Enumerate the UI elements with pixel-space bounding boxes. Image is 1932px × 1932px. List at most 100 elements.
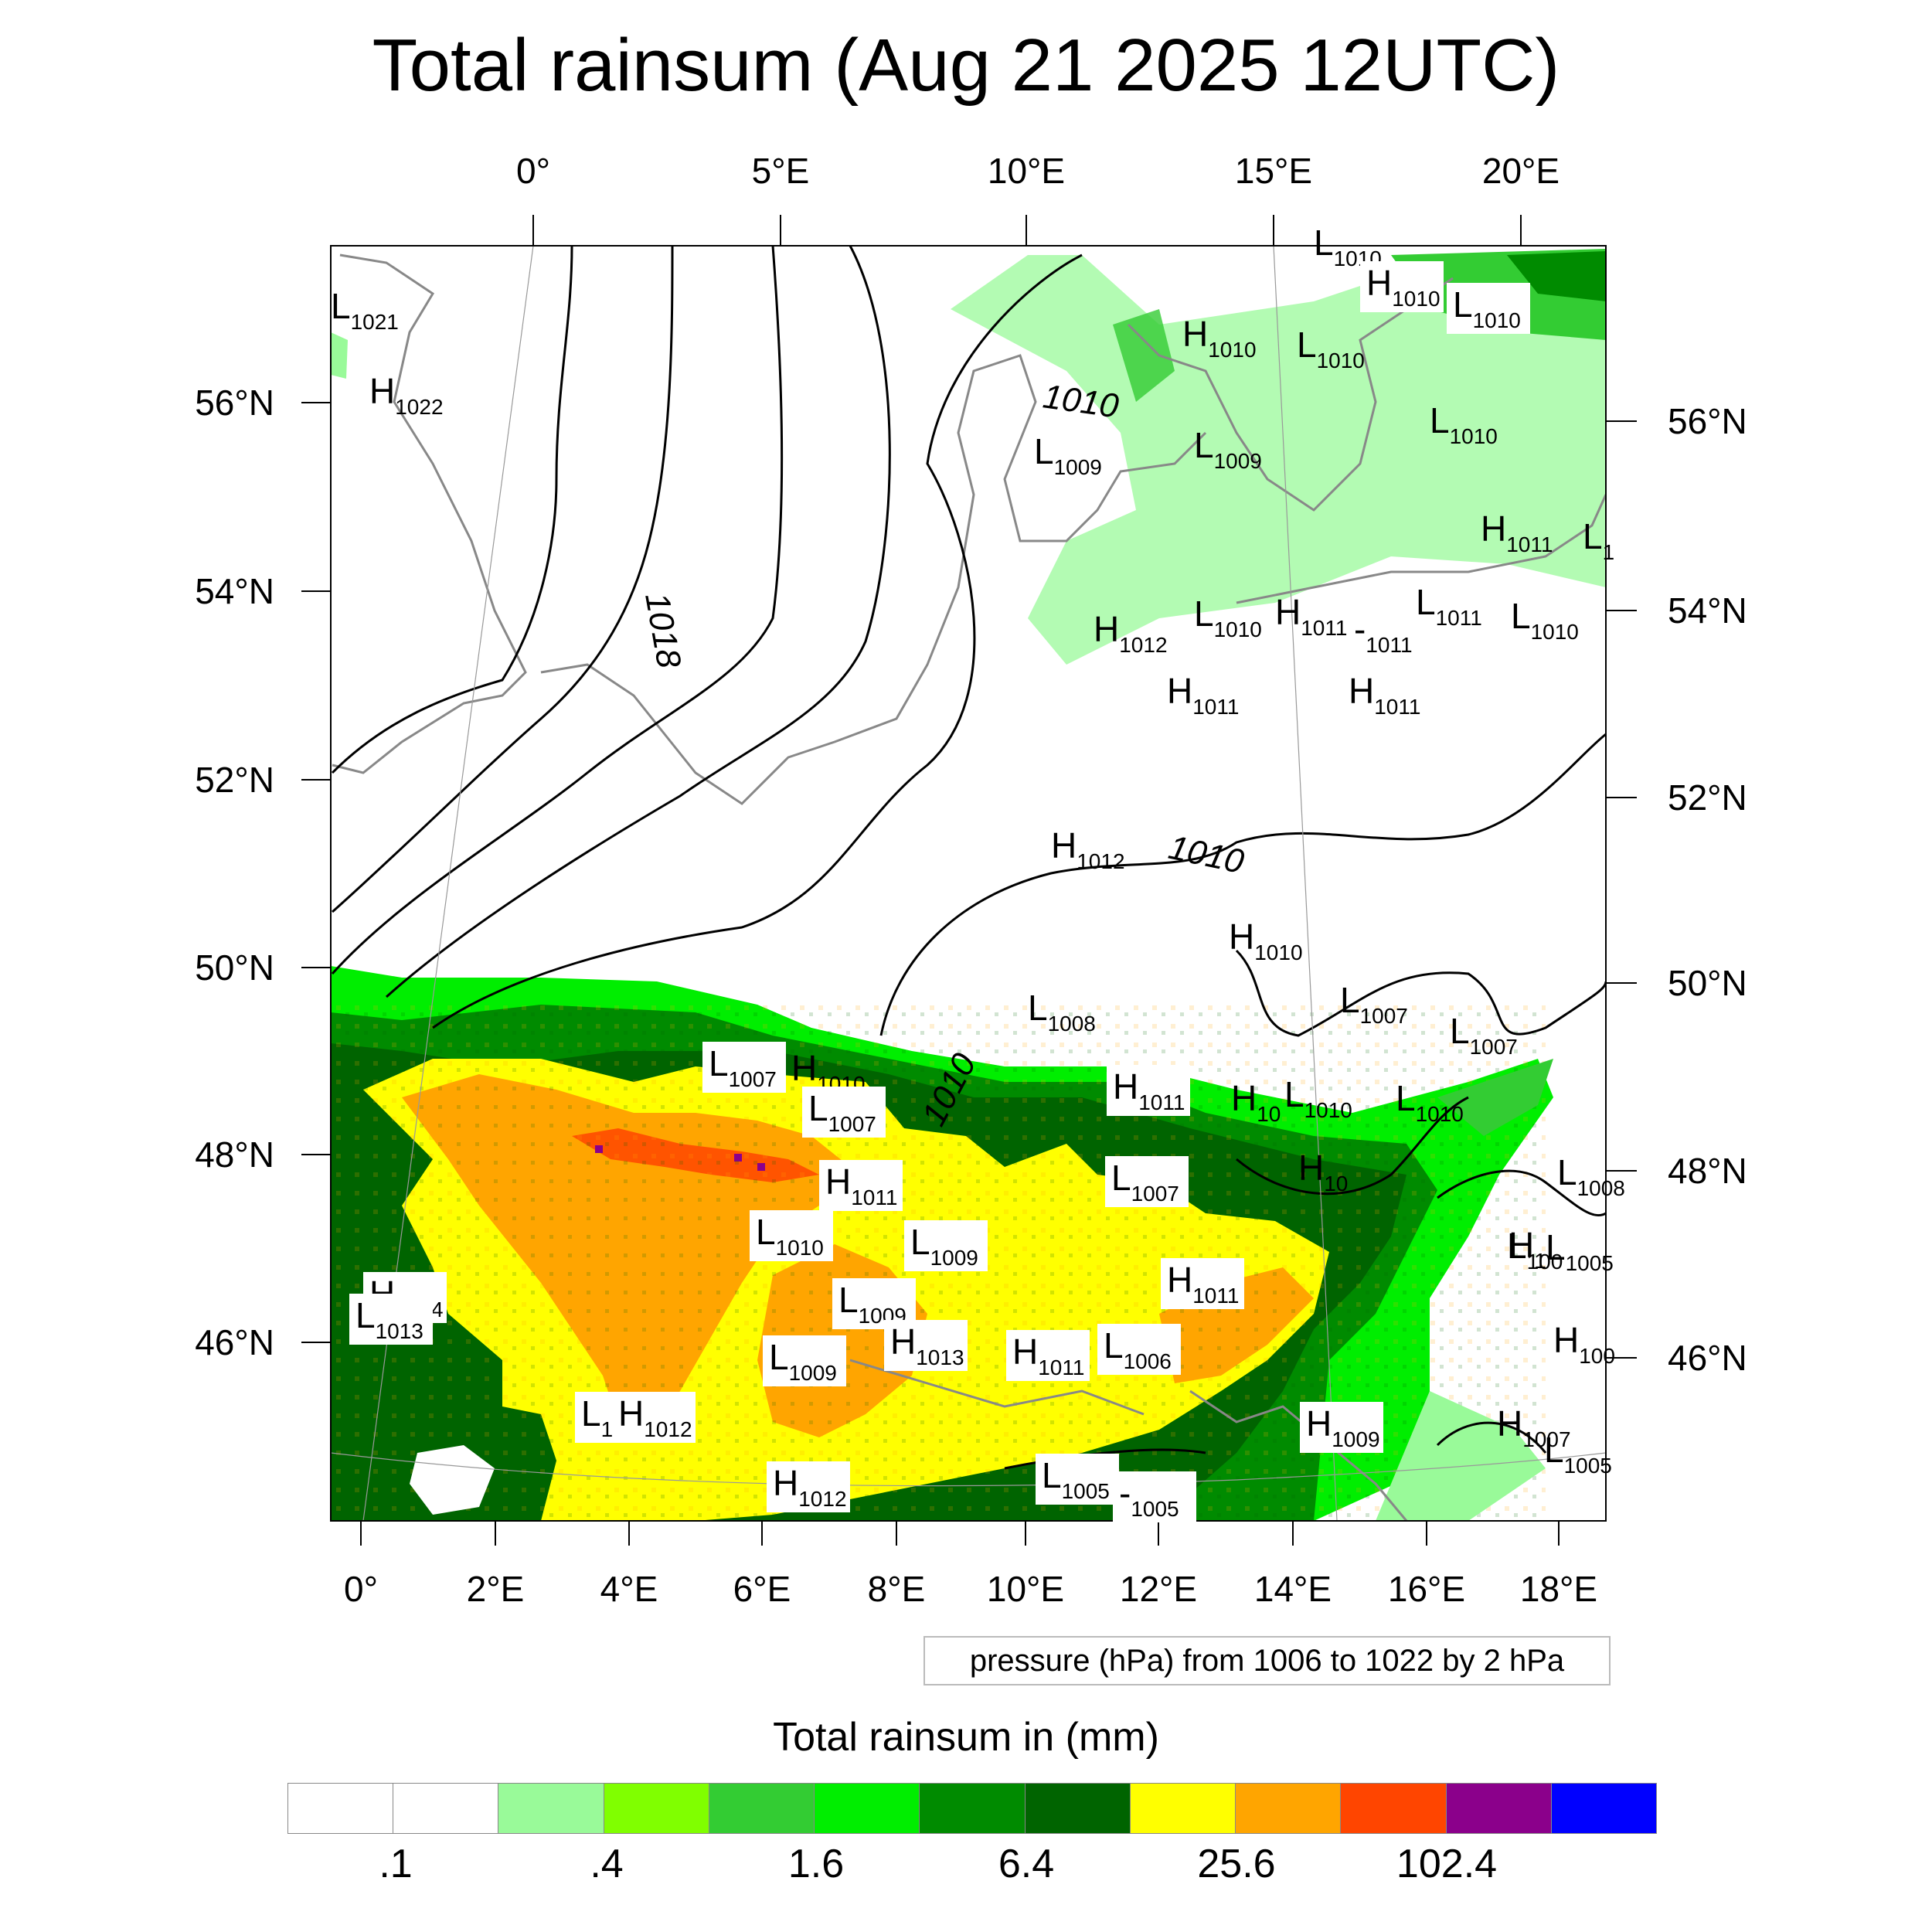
top-lon-label: 10°E	[988, 151, 1065, 191]
top-lon-labels: 0° 5°E 10°E 15°E 20°E	[516, 151, 1560, 191]
isobars	[331, 246, 1606, 1470]
pressure-center-label: H1009	[1300, 1402, 1383, 1453]
svg-text:L1010: L1010	[1511, 596, 1579, 644]
pressure-center-label: H1013	[884, 1320, 968, 1371]
bottom-lon-label: 16°E	[1388, 1569, 1465, 1609]
pressure-center-label: L1007	[1340, 980, 1408, 1028]
svg-text:L1008: L1008	[1028, 988, 1096, 1036]
colorbar-swatch	[288, 1784, 394, 1833]
colorbar	[287, 1783, 1657, 1834]
colorbar-swatch	[815, 1784, 920, 1833]
colorbar-swatch	[1236, 1784, 1342, 1833]
colorbar-swatch	[1551, 1784, 1657, 1833]
svg-text:L1: L1	[581, 1393, 613, 1441]
pressure-center-label: L100	[1507, 1226, 1563, 1274]
svg-text:L1009: L1009	[1194, 425, 1262, 473]
pressure-center-label: L1005	[1544, 1430, 1612, 1478]
bottom-lon-labels: 0° 2°E 4°E 6°E 8°E 10°E 12°E 14°E 16°E 1…	[344, 1569, 1597, 1609]
pressure-center-label: L1008	[1028, 988, 1096, 1036]
svg-text:H1013: H1013	[890, 1321, 964, 1369]
map-frame	[330, 245, 1607, 1522]
pressure-center-label: L1010	[1297, 325, 1365, 372]
rain-area-baltic	[951, 249, 1606, 665]
svg-text:L1010: L1010	[1453, 284, 1521, 332]
svg-text:L1013: L1013	[355, 1295, 423, 1343]
colorbar-swatch	[920, 1784, 1026, 1833]
right-lat-label: 46°N	[1668, 1338, 1747, 1378]
svg-text:H1010: H1010	[1229, 917, 1303, 964]
contour-note: pressure (hPa) from 1006 to 1022 by 2 hP…	[923, 1636, 1611, 1685]
svg-text:L1010: L1010	[1430, 400, 1498, 448]
svg-text:L100: L100	[1507, 1226, 1563, 1274]
svg-text:H10: H10	[1231, 1078, 1281, 1126]
pressure-center-label: L1009	[763, 1335, 846, 1386]
pressure-center-label: L1005	[1036, 1454, 1119, 1505]
top-ticks	[532, 215, 1522, 246]
pressure-center-label: L1011	[1416, 582, 1482, 630]
pressure-center-label: H1022	[369, 371, 444, 419]
svg-text:H1007: H1007	[1497, 1403, 1571, 1451]
pressure-center-label: H1012	[767, 1461, 850, 1512]
svg-text:L1010: L1010	[1194, 594, 1262, 641]
svg-text:L1006: L1006	[1104, 1325, 1172, 1373]
svg-text:L1: L1	[1583, 516, 1614, 564]
pressure-center-label: H1012	[1094, 609, 1168, 657]
pressure-center-label: L1010	[1194, 594, 1262, 641]
svg-text:L1007: L1007	[1111, 1158, 1179, 1206]
pressure-center-label: H1011	[819, 1160, 903, 1211]
right-ticks	[1606, 420, 1637, 1359]
pressure-center-label: L1010	[750, 1210, 833, 1261]
colorbar-title: Total rainsum in (mm)	[773, 1715, 1159, 1760]
svg-text:H1011: H1011	[1349, 671, 1420, 719]
svg-text:H1011: H1011	[1113, 1066, 1185, 1114]
bottom-lon-label: 12°E	[1120, 1569, 1197, 1609]
svg-text:H1012: H1012	[618, 1393, 692, 1441]
pressure-center-label: L1009	[832, 1278, 916, 1329]
rain-area-sweden	[1113, 309, 1175, 402]
left-lat-label: 54°N	[195, 571, 274, 611]
svg-text:H1011: H1011	[1275, 592, 1347, 640]
pressure-center-label: H1012	[1051, 825, 1125, 873]
pressure-center-label: H1011	[1275, 592, 1347, 640]
left-ticks	[301, 402, 331, 1343]
pressure-center-label: L1005	[1546, 1227, 1614, 1275]
left-lat-label: 52°N	[195, 760, 274, 800]
bottom-lon-label: 2°E	[467, 1569, 525, 1609]
map-title: Total rainsum (Aug 21 2025 12UTC)	[372, 24, 1560, 107]
pressure-center-label: L1007	[802, 1087, 886, 1138]
colorbar-tick-label: 1.6	[787, 1842, 845, 1886]
svg-text:L1009: L1009	[910, 1222, 978, 1270]
colorbar-swatch	[1446, 1784, 1552, 1833]
right-lat-label: 56°N	[1668, 401, 1747, 441]
pressure-center-label: H1011	[1481, 509, 1553, 556]
pressure-center-label: L1010	[1430, 400, 1498, 448]
pressure-center-label: H100	[1553, 1320, 1615, 1368]
svg-text:L1009: L1009	[769, 1337, 837, 1385]
bottom-lon-label: 10°E	[987, 1569, 1064, 1609]
pressure-center-label: H1007	[1497, 1403, 1571, 1451]
isobar-label: 1018	[638, 590, 688, 671]
top-lon-label: 15°E	[1235, 151, 1312, 191]
colorbar-swatch	[709, 1784, 815, 1833]
right-lat-label: 48°N	[1668, 1151, 1747, 1191]
svg-text:L1007: L1007	[709, 1043, 777, 1091]
right-lat-label: 50°N	[1668, 963, 1747, 1003]
svg-text:L1011: L1011	[1416, 582, 1482, 630]
colorbar-tick-label: 6.4	[998, 1842, 1055, 1886]
pressure-center-label: H1010	[1182, 314, 1257, 362]
pressure-center-label: L1010	[1396, 1078, 1464, 1126]
pressure-center-label: H1012	[612, 1392, 696, 1443]
pressure-center-label: H1	[1509, 1225, 1546, 1273]
svg-text:H1011: H1011	[1012, 1332, 1084, 1379]
pressure-center-label: H1011	[1107, 1065, 1190, 1116]
colorbar-swatch	[393, 1784, 499, 1833]
svg-text:H1010: H1010	[1182, 314, 1257, 362]
rain-band-south-east	[1376, 1391, 1546, 1521]
svg-text:H1: H1	[1509, 1225, 1546, 1273]
svg-text:L1005: L1005	[1544, 1430, 1612, 1478]
top-lon-label: 20°E	[1482, 151, 1560, 191]
bottom-lon-label: 8°E	[868, 1569, 926, 1609]
bottom-lon-label: 4°E	[600, 1569, 658, 1609]
svg-text:-1005: -1005	[1119, 1473, 1179, 1521]
